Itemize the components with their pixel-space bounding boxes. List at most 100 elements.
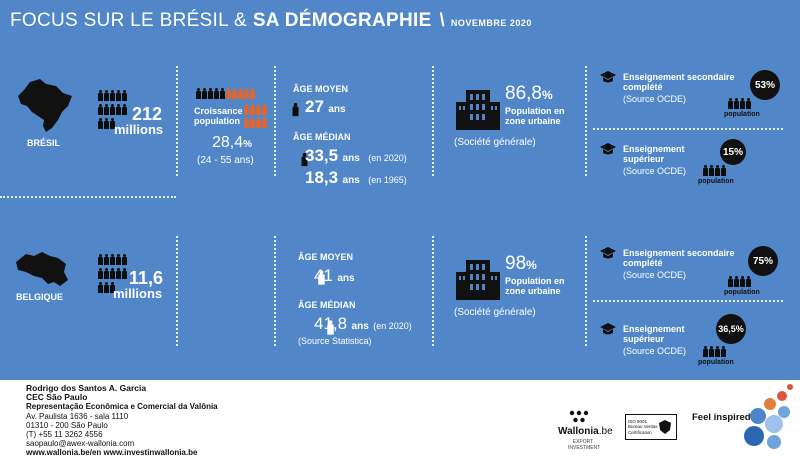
belgique-edu-superior-badge: 36,5% — [716, 314, 746, 344]
belgique-age-unit: ans — [337, 273, 355, 284]
median-2020-unit: ans — [342, 153, 360, 164]
belgique-edu-superior-label: Enseignement supérieur — [623, 324, 685, 344]
median-2020-note: (en 2020) — [368, 153, 407, 163]
belgique-urban-value: 98% — [505, 253, 537, 275]
belgique-age-moyen-value: 41 — [314, 266, 333, 285]
building-icon — [456, 90, 500, 130]
belgique-median-2020: 41,8 ans (en 2020) — [314, 314, 412, 334]
brand-suffix: .be — [598, 426, 613, 437]
contact-office: CEC São Paulo — [26, 392, 88, 403]
contact-address-1: Av. Paulista 1636 - sala 1110 — [26, 411, 129, 421]
page-title: FOCUS SUR LE BRÉSIL & SA DÉMOGRAPHIE \ N… — [10, 10, 532, 32]
bresil-age-unit: ans — [328, 104, 346, 115]
infographic-panel: FOCUS SUR LE BRÉSIL & SA DÉMOGRAPHIE \ N… — [0, 0, 800, 380]
title-bold: SA DÉMOGRAPHIE — [252, 10, 432, 31]
brand-sub: EXPORT INVESTMENT — [568, 439, 601, 451]
bresil-edu-superior-label: Enseignement supérieur — [623, 144, 685, 164]
belgique-edu-secondary-label: Enseignement secondaire complété — [623, 248, 735, 268]
separator — [0, 196, 176, 198]
median-2020-value: 33,5 — [305, 146, 339, 165]
footer: Rodrigo dos Santos A. Garcia CEC São Pau… — [0, 380, 800, 458]
country-label-bresil: BRÉSIL — [27, 138, 61, 148]
graduation-cap-icon — [600, 143, 616, 155]
contact-block: Rodrigo dos Santos A. Garcia CEC São Pau… — [26, 383, 266, 458]
belgique-median-source: (Source Statistica) — [298, 336, 372, 346]
growth-number: 28,4 — [212, 134, 244, 151]
belgique-edu-superior-source: (Source OCDE) — [623, 346, 687, 356]
separator — [585, 66, 587, 176]
growth-range: (24 - 55 ans) — [197, 155, 254, 166]
median-1965-unit: ans — [342, 175, 360, 186]
bresil-median-2020: 33,5 ans (en 2020) — [305, 146, 407, 166]
median-1965-note: (en 1965) — [368, 175, 407, 185]
contact-phone: (T) +55 11 3262 4556 — [26, 430, 103, 440]
separator — [274, 66, 276, 176]
graduation-cap-icon — [600, 71, 616, 83]
population-tag: population — [698, 359, 734, 366]
person-icon — [301, 152, 308, 167]
country-label-belgique: BELGIQUE — [16, 292, 64, 302]
contact-email[interactable]: saopaulo@awex-wallonia.com — [26, 439, 135, 449]
bresil-age-moyen-value: 27 — [305, 97, 324, 116]
bresil-edu-superior-source: (Source OCDE) — [623, 166, 687, 176]
title-light: FOCUS SUR LE BRÉSIL & — [10, 10, 247, 31]
bresil-median-1965: 18,3 ans (en 1965) — [305, 168, 407, 188]
building-icon — [456, 260, 500, 300]
population-people-icon — [98, 90, 127, 129]
urban-percent: % — [541, 88, 553, 102]
contact-representation: Representação Econômica e Comercial da V… — [26, 402, 218, 412]
population-people-icon — [703, 165, 726, 176]
separator — [432, 66, 434, 176]
belgique-urban-label: Population en zone urbaine — [505, 276, 565, 296]
bresil-population-value: 212 — [132, 104, 163, 124]
title-slash: \ — [439, 10, 445, 30]
population-tag: population — [724, 289, 760, 296]
graduation-cap-icon — [600, 247, 616, 259]
belgique-edu-secondary-badge: 75% — [748, 246, 778, 276]
belgique-age-median-label: ÂGE MÉDIAN — [298, 300, 356, 310]
bresil-edu-superior-badge: 15% — [720, 139, 746, 165]
brazil-map-icon — [18, 79, 72, 132]
growth-people-icon-2 — [244, 104, 267, 128]
growth-label: Croissance population — [194, 106, 243, 126]
urban-number: 86,8 — [505, 83, 542, 104]
contact-websites[interactable]: www.wallonia.be/en www.investinwallonia.… — [26, 448, 198, 458]
population-people-icon — [728, 98, 751, 109]
bureau-veritas-icon — [659, 420, 671, 434]
wallonia-logo: Wallonia.be — [558, 426, 613, 437]
growth-people-icon — [196, 88, 255, 99]
belgique-age-moyen: 41 ans — [314, 266, 355, 286]
person-icon — [292, 102, 299, 117]
bresil-age-median-label: ÂGE MÉDIAN — [293, 132, 351, 142]
separator — [176, 66, 178, 176]
belgique-urban-source: (Société générale) — [454, 307, 536, 318]
wallonia-dots-icon — [569, 410, 589, 423]
bresil-edu-secondary-source: (Source OCDE) — [623, 94, 687, 104]
urban-number: 98 — [505, 253, 527, 274]
certification-badge: ISO 9001 Bureau Veritas Certification — [625, 414, 677, 440]
belgium-map-icon — [16, 252, 68, 286]
bresil-age-moyen-label: ÂGE MOYEN — [293, 84, 349, 94]
growth-value: 28,4% — [212, 134, 252, 152]
population-tag: population — [698, 178, 734, 185]
person-icon — [327, 320, 335, 335]
brand-name: Wallonia — [558, 426, 599, 437]
bresil-edu-secondary-label: Enseignement secondaire complété — [623, 72, 735, 92]
title-date: NOVEMBRE 2020 — [450, 18, 532, 28]
separator — [176, 236, 178, 346]
population-people-icon — [703, 346, 726, 357]
person-icon — [318, 270, 325, 285]
bresil-urban-source: (Société générale) — [454, 137, 536, 148]
separator — [432, 236, 434, 346]
tagline: Feel inspired — [692, 412, 751, 423]
separator — [585, 236, 587, 346]
belgique-edu-secondary-source: (Source OCDE) — [623, 270, 687, 280]
population-tag: population — [724, 111, 760, 118]
belgique-median-value: 41,8 — [314, 314, 348, 333]
belgique-population-value: 11,6 — [129, 268, 164, 288]
population-people-icon — [98, 254, 127, 293]
graduation-cap-icon — [600, 323, 616, 335]
separator — [593, 128, 783, 130]
cert-text: ISO 9001 Bureau Veritas Certification — [628, 418, 658, 435]
separator — [593, 300, 783, 302]
